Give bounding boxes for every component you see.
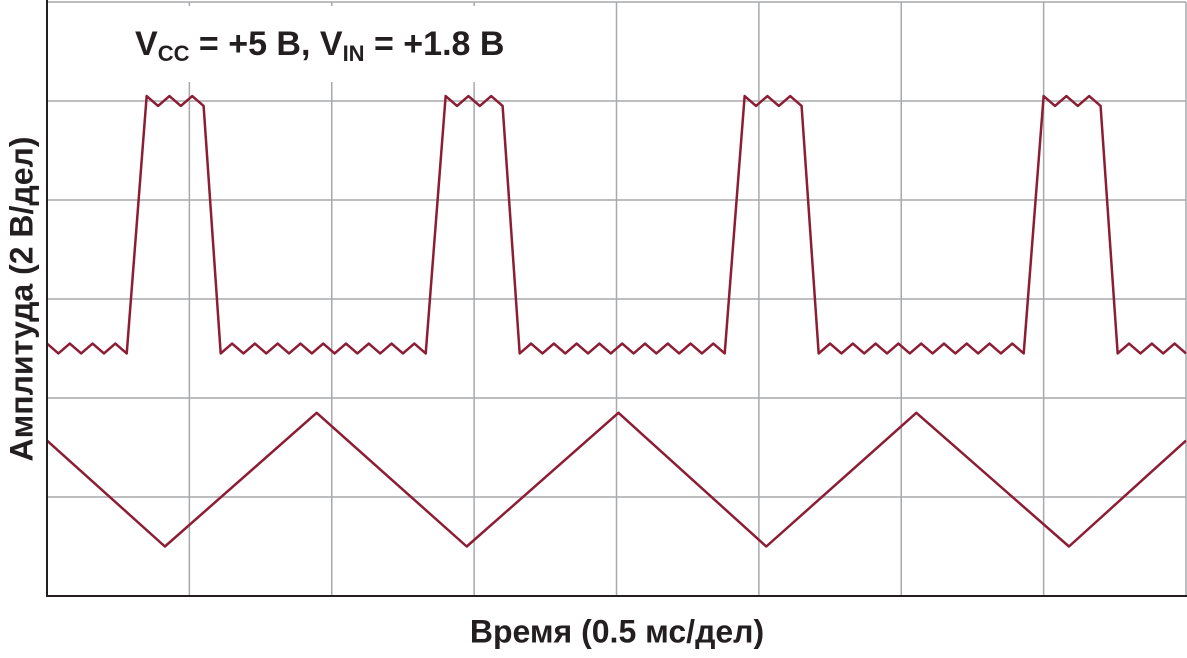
title-part: = +5 В, V	[189, 25, 342, 63]
title-part: = +1.8 В	[365, 25, 505, 63]
title-sub: CC	[158, 41, 190, 66]
title-sub: IN	[343, 41, 365, 66]
title-part: V	[135, 25, 158, 63]
series-line	[46, 94, 1187, 355]
title-box	[118, 6, 534, 82]
chart-title: VCC = +5 В, VIN = +1.8 В	[135, 25, 504, 66]
x-axis-label: Время (0.5 мс/дел)	[470, 613, 764, 649]
plot	[46, 94, 1187, 548]
series-line	[46, 411, 1187, 548]
y-axis-label: Амплитуда (2 В/дел)	[3, 136, 39, 461]
